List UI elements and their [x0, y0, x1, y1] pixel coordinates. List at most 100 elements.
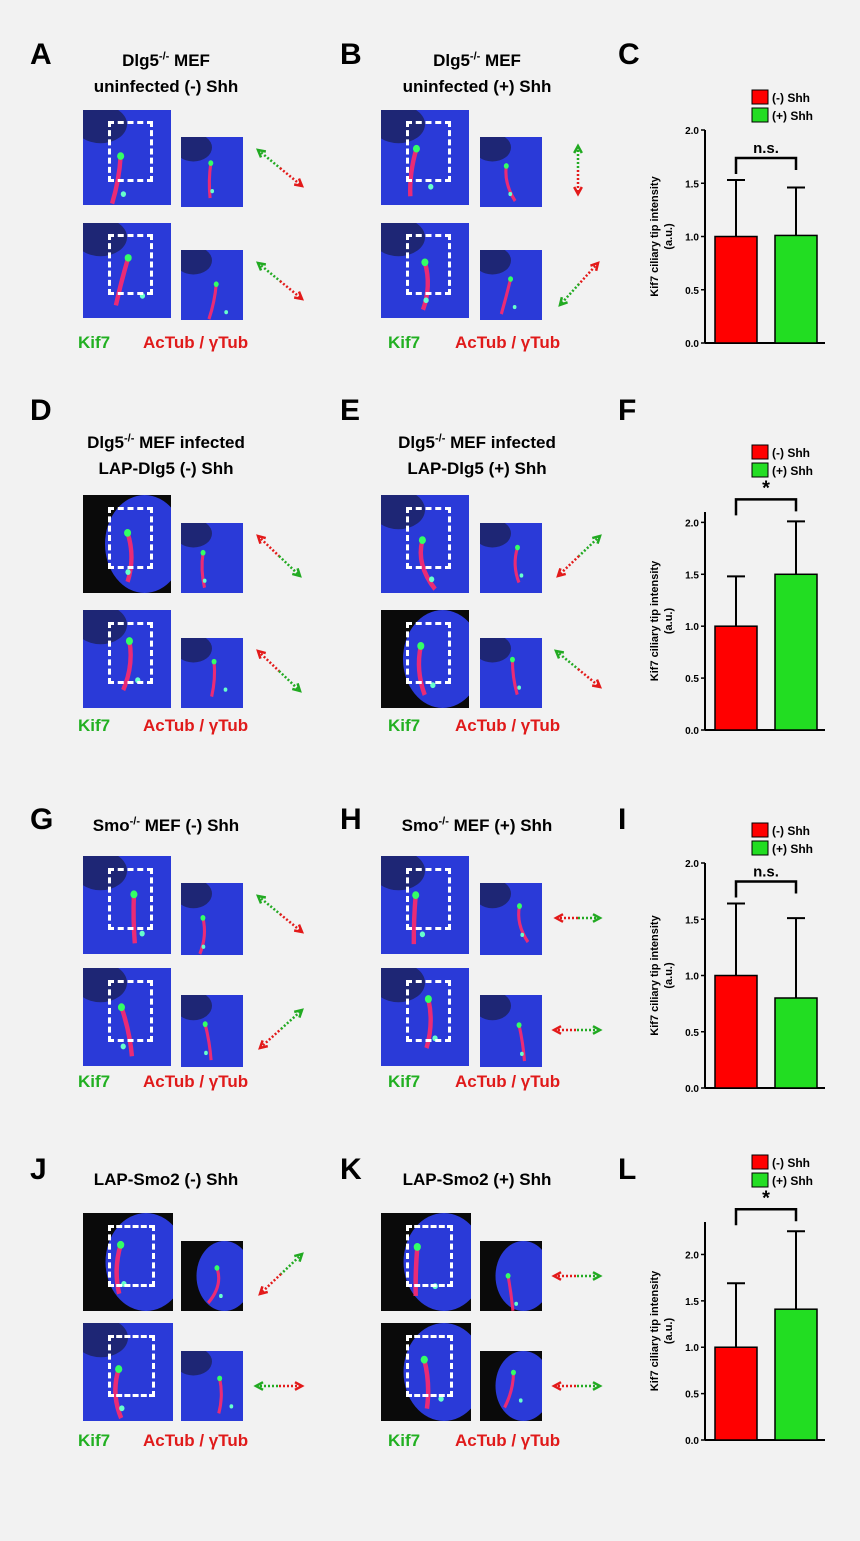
micrograph-e-1	[381, 495, 469, 593]
y-tick-label: 2.0	[685, 518, 699, 529]
zoom-d-1	[181, 523, 243, 593]
title-prefix: Dlg5	[398, 433, 435, 452]
label-actub-gtub: AcTub / γTub	[455, 333, 561, 352]
arrow-j-1	[250, 1246, 310, 1306]
significance-label: n.s.	[753, 140, 779, 157]
title-prefix: LAP-Smo2 (+) Shh	[402, 1170, 552, 1189]
title-line2: LAP-Dlg5 (-) Shh	[98, 459, 234, 478]
label-kif7: Kif7	[78, 1072, 111, 1091]
title-rest: MEF infected	[445, 433, 556, 452]
bar-plus-shh	[774, 234, 818, 344]
svg-text:Kif7 ciliary tip intensity: Kif7 ciliary tip intensity	[649, 914, 661, 1035]
title-prefix: LAP-Smo2 (-) Shh	[93, 1170, 239, 1189]
y-axis-label: Kif7 ciliary tip intensity (a.u.)	[649, 1270, 675, 1391]
significance-bracket	[734, 880, 798, 898]
bar-minus-shh	[714, 625, 758, 731]
title-prefix: Smo	[92, 816, 130, 835]
significance-label: n.s.	[753, 864, 779, 881]
title-superscript: -/-	[434, 432, 446, 445]
arrow-a-1	[250, 142, 310, 202]
panel-title-b: Dlg5-/- MEF uninfected (+) Shh	[347, 48, 607, 100]
roi-box	[107, 621, 154, 685]
significance-bracket	[734, 1208, 798, 1226]
zoom-e-1	[480, 523, 542, 593]
micrograph-a-2	[83, 223, 171, 318]
bar-plus-shh	[774, 997, 818, 1089]
label-actub-gtub: AcTub / γTub	[455, 1431, 561, 1450]
micrograph-d-2	[83, 610, 171, 708]
arrow-b-2	[548, 255, 608, 315]
legend-swatch	[751, 822, 769, 838]
svg-text:(a.u.): (a.u.)	[663, 1318, 675, 1345]
legend-swatch	[751, 107, 769, 123]
svg-text:(a.u.): (a.u.)	[663, 223, 675, 250]
panel-title-d: Dlg5-/- MEF infected LAP-Dlg5 (-) Shh	[36, 430, 296, 482]
micrograph-g-1	[83, 856, 171, 954]
arrow-b-1	[548, 142, 608, 202]
y-tick-label: 1.5	[685, 1297, 699, 1308]
legend-label: (+) Shh	[772, 842, 813, 856]
arrow-e-2	[548, 643, 608, 703]
micrograph-b-1	[381, 110, 469, 205]
zoom-d-2	[181, 638, 243, 708]
roi-box	[405, 867, 452, 931]
arrow-e-1	[548, 528, 608, 588]
panel-letter-i: I	[618, 803, 627, 836]
arrow-k-1	[548, 1246, 608, 1306]
svg-text:Kif7 ciliary tip intensity: Kif7 ciliary tip intensity	[649, 560, 661, 681]
bar-chart-c: (-) Shh (+) Shh 0.0 0.5 1.0 1.5 2.0 Kif7 ciliar…	[649, 89, 825, 350]
svg-text:(a.u.): (a.u.)	[663, 962, 675, 989]
bar-chart-i: (-) Shh (+) Shh 0.0 0.5 1.0 1.5 2.0 Kif7 ciliar…	[649, 822, 825, 1095]
y-tick-label: 2.0	[685, 859, 699, 870]
label-kif7: Kif7	[78, 1431, 111, 1450]
y-tick-label: 1.0	[685, 972, 699, 983]
arrow-h-2	[548, 1000, 608, 1060]
roi-box	[406, 1224, 453, 1288]
legend-swatch	[751, 840, 769, 856]
y-tick-label: 0.5	[685, 1028, 699, 1039]
panel-title-k: LAP-Smo2 (+) Shh	[347, 1167, 607, 1193]
y-tick-label: 1.5	[685, 570, 699, 581]
title-superscript: -/-	[438, 815, 449, 828]
y-tick-label: 2.0	[685, 1250, 699, 1261]
y-tick-label: 1.0	[685, 622, 699, 633]
y-tick-label: 1.0	[685, 233, 699, 244]
significance-label: *	[762, 1187, 770, 1209]
label-actub-gtub: AcTub / γTub	[455, 716, 561, 735]
label-actub-gtub: AcTub / γTub	[143, 1431, 249, 1450]
micrograph-j-2	[83, 1323, 173, 1421]
title-superscript: -/-	[123, 432, 135, 445]
title-prefix: Dlg5	[433, 51, 470, 70]
bar-plus-shh	[774, 1308, 818, 1441]
title-line2: uninfected (-) Shh	[93, 77, 239, 96]
micrograph-k-2	[381, 1323, 471, 1421]
roi-box	[107, 867, 154, 931]
y-axis-label: Kif7 ciliary tip intensity (a.u.)	[649, 175, 675, 296]
arrow-g-1	[250, 888, 310, 948]
bar-minus-shh	[714, 235, 758, 344]
bar-minus-shh	[714, 974, 758, 1089]
title-superscript: -/-	[158, 50, 170, 63]
label-kif7: Kif7	[388, 333, 421, 352]
roi-box	[108, 1224, 155, 1288]
arrow-a-2	[250, 255, 310, 315]
label-kif7: Kif7	[78, 716, 111, 735]
micrograph-a-1	[83, 110, 171, 205]
micrograph-g-2	[83, 968, 171, 1066]
roi-box	[405, 234, 452, 296]
roi-box	[108, 1334, 155, 1398]
panel-letter-j: J	[30, 1153, 47, 1186]
bar-plus-shh	[774, 573, 818, 731]
panel-letter-h: H	[340, 803, 362, 836]
panel-letter-b: B	[340, 38, 362, 71]
significance-bracket	[734, 156, 798, 175]
legend-label: (-) Shh	[772, 1156, 810, 1170]
legend-swatch	[751, 462, 769, 478]
label-actub-gtub: AcTub / γTub	[143, 716, 249, 735]
title-prefix: Dlg5	[87, 433, 124, 452]
arrow-h-1	[548, 888, 608, 948]
legend-swatch	[751, 1172, 769, 1188]
micrograph-e-2	[381, 610, 469, 708]
y-axis-label: Kif7 ciliary tip intensity (a.u.)	[649, 560, 675, 681]
svg-text:Kif7 ciliary tip intensity: Kif7 ciliary tip intensity	[649, 1270, 661, 1391]
